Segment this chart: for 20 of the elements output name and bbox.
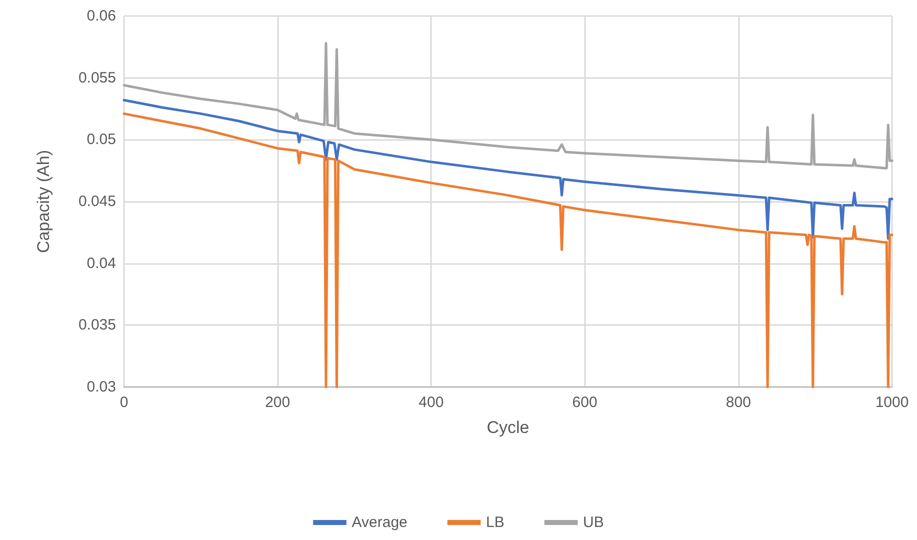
y-tick-label: 0.055	[78, 69, 116, 86]
line-series	[122, 98, 894, 240]
y-tick-label: 0.05	[86, 131, 116, 148]
x-tick-label: 600	[572, 394, 598, 411]
legend-label: UB	[583, 514, 604, 531]
line-series	[122, 42, 894, 170]
x-tick-label: 200	[265, 394, 290, 411]
y-tick-label: 0.04	[86, 254, 116, 272]
y-tick-label: 0.035	[78, 316, 116, 334]
y-tick-label: 0.06	[86, 8, 116, 24]
y-axis-title: Capacity (Ah)	[34, 150, 53, 253]
y-tick-label: 0.03	[86, 378, 116, 396]
legend-label: LB	[486, 514, 504, 531]
x-tick-label: 1000	[875, 394, 909, 411]
legend-label: Average	[352, 514, 408, 531]
x-tick-label: 0	[120, 394, 128, 411]
y-tick-label: 0.045	[78, 193, 116, 210]
x-tick-label: 400	[418, 394, 444, 411]
x-axis-title: Cycle	[486, 418, 530, 437]
x-tick-label: 800	[726, 394, 751, 411]
